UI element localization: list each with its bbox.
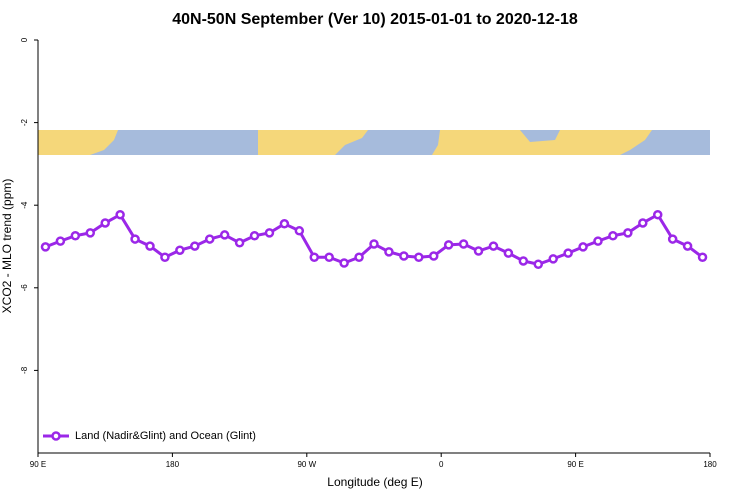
data-point (219, 230, 230, 240)
data-point (339, 258, 349, 268)
data-point (563, 248, 573, 258)
data-point (85, 228, 96, 238)
legend-marker (51, 431, 61, 441)
x-tick-label: 90 E (567, 460, 583, 469)
legend-label: Land (Nadir&Glint) and Ocean (Glint) (75, 430, 256, 442)
data-point (309, 252, 320, 262)
y-tick-label: -2 (20, 118, 29, 126)
data-point (533, 259, 544, 270)
data-point (294, 226, 305, 236)
data-point (40, 242, 51, 252)
y-tick-label: -6 (20, 284, 29, 292)
data-point (638, 218, 648, 228)
data-point (384, 247, 394, 257)
data-point (428, 251, 439, 261)
data-point (578, 242, 588, 252)
data-point (667, 234, 678, 244)
data-point (130, 234, 140, 244)
y-axis-label: XCO2 - MLO trend (ppm) (0, 179, 14, 314)
x-tick-label: 0 (439, 460, 444, 469)
y-tick-label: -8 (20, 366, 29, 374)
x-tick-label: 180 (703, 460, 717, 469)
data-point (145, 241, 155, 251)
data-point (264, 228, 275, 238)
data-point (518, 256, 529, 266)
data-point (55, 236, 66, 246)
data-point (458, 239, 469, 249)
data-point (652, 209, 663, 220)
data-point (443, 240, 454, 250)
data-point (608, 231, 618, 241)
y-tick-label: -4 (20, 201, 29, 209)
x-tick-label: 180 (166, 460, 180, 469)
data-point (697, 252, 708, 262)
data-point (488, 241, 499, 251)
data-point (369, 239, 379, 249)
data-point (399, 251, 409, 261)
data-point (190, 241, 200, 251)
map-strip (38, 130, 710, 155)
y-tick-label: 0 (20, 37, 29, 42)
data-point (473, 246, 484, 256)
data-point (249, 231, 260, 241)
data-point (354, 252, 364, 262)
data-point (100, 218, 110, 228)
data-point (234, 238, 245, 248)
data-point (70, 231, 81, 241)
data-point (204, 234, 215, 244)
data-point (324, 252, 334, 262)
data-point (175, 245, 185, 255)
data-point (593, 236, 603, 246)
data-point (503, 248, 514, 258)
chart-title: 40N-50N September (Ver 10) 2015-01-01 to… (172, 11, 578, 28)
x-tick-label: 90 W (297, 460, 316, 469)
data-point (548, 254, 558, 264)
x-axis-label: Longitude (deg E) (327, 475, 422, 489)
data-point (682, 241, 693, 251)
data-point (623, 228, 633, 238)
data-point (414, 252, 424, 262)
x-tick-label: 90 E (30, 460, 46, 469)
data-point (279, 219, 290, 229)
data-point (160, 252, 170, 262)
data-point (115, 209, 125, 220)
